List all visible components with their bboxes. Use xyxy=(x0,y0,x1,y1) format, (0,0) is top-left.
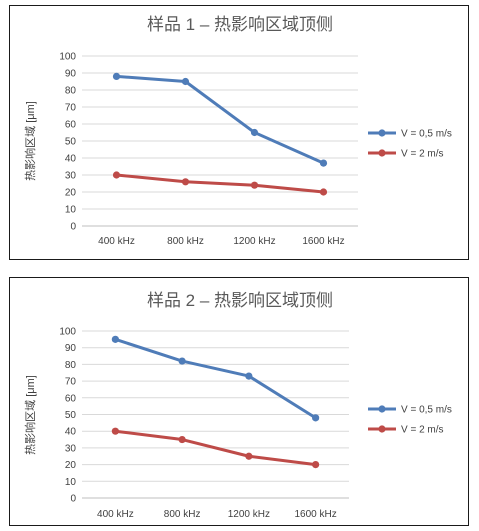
chart-panel-2: 样品 2 – 热影响区域顶侧 0 10 20 30 40 50 60 70 80 90 100 400 … xyxy=(9,277,469,526)
y-tick-label: 50 xyxy=(65,137,77,148)
x-tick-label: 800 kHz xyxy=(164,509,201,520)
legend-swatch-marker xyxy=(378,149,386,157)
y-tick-label: 80 xyxy=(65,86,77,97)
line-chart-1: 样品 1 – 热影响区域顶侧 0 10 20 30 40 50 60 70 80 90 100 400 … xyxy=(24,15,452,247)
series-line xyxy=(114,337,317,420)
data-point xyxy=(111,427,119,435)
series-line xyxy=(116,173,324,194)
data-point xyxy=(112,72,121,80)
y-tick-label: 80 xyxy=(65,360,77,371)
data-point xyxy=(312,461,320,469)
series-line xyxy=(116,74,325,165)
data-point xyxy=(245,372,253,380)
series-line xyxy=(115,429,316,467)
data-point xyxy=(111,335,119,343)
chart-title: 样品 1 – 热影响区域顶侧 xyxy=(147,15,333,34)
legend-label: V = 2 m/s xyxy=(401,149,444,160)
data-point xyxy=(319,159,328,167)
legend-swatch-marker xyxy=(378,405,386,413)
y-tick-label: 50 xyxy=(65,410,77,421)
data-point xyxy=(181,178,190,186)
chart-panel-1: 样品 1 – 热影响区域顶侧 0 10 20 30 40 50 60 70 80 90 100 400 … xyxy=(9,5,469,260)
y-tick-label: 0 xyxy=(70,222,76,233)
data-point xyxy=(319,188,328,196)
y-tick-label: 20 xyxy=(65,188,77,199)
y-tick-label: 100 xyxy=(59,327,76,338)
y-tick-label: 40 xyxy=(65,427,77,438)
y-tick-label: 60 xyxy=(65,120,77,131)
x-tick-label: 1200 kHz xyxy=(233,236,275,247)
data-point xyxy=(250,128,259,137)
y-tick-label: 30 xyxy=(65,171,77,182)
x-tick-label: 1200 kHz xyxy=(228,509,270,520)
legend-label: V = 2 m/s xyxy=(401,425,444,436)
y-tick-label: 90 xyxy=(65,343,77,354)
data-point xyxy=(178,357,186,365)
data-point xyxy=(178,435,186,444)
data-point xyxy=(112,171,121,179)
x-tick-label: 1600 kHz xyxy=(302,236,344,247)
data-point xyxy=(312,414,320,422)
legend-label: V = 0,5 m/s xyxy=(401,129,452,140)
chart-title: 样品 2 – 热影响区域顶侧 xyxy=(147,291,333,310)
data-point xyxy=(250,181,259,189)
y-tick-label: 40 xyxy=(65,154,77,165)
y-tick-label: 70 xyxy=(65,377,77,388)
x-tick-label: 400 kHz xyxy=(98,236,135,247)
data-point xyxy=(245,452,253,460)
legend-label: V = 0,5 m/s xyxy=(401,405,452,416)
y-tick-label: 90 xyxy=(65,69,77,80)
y-axis-title: 热影响区域 [μm] xyxy=(24,101,37,181)
data-point xyxy=(181,77,190,86)
legend-swatch-marker xyxy=(378,425,386,433)
y-tick-label: 20 xyxy=(65,460,77,471)
y-tick-label: 10 xyxy=(65,205,77,216)
line-chart-2: 样品 2 – 热影响区域顶侧 0 10 20 30 40 50 60 70 80 90 100 400 … xyxy=(24,291,452,520)
y-tick-label: 100 xyxy=(59,52,76,63)
x-tick-label: 1600 kHz xyxy=(295,509,337,520)
y-tick-label: 30 xyxy=(65,443,77,454)
y-tick-label: 0 xyxy=(70,494,76,505)
y-tick-label: 10 xyxy=(65,477,77,488)
legend-swatch-marker xyxy=(378,129,386,137)
y-tick-label: 70 xyxy=(65,103,77,114)
x-tick-label: 400 kHz xyxy=(97,509,134,520)
x-tick-label: 800 kHz xyxy=(167,236,204,247)
y-tick-label: 60 xyxy=(65,393,77,404)
y-axis-title: 热影响区域 [μm] xyxy=(24,375,37,455)
